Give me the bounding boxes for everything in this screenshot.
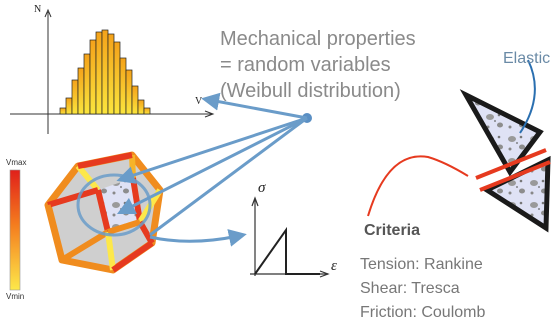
mesh-edge	[105, 231, 116, 271]
pointer-arrow-histogram	[201, 92, 308, 120]
mesh-edge	[77, 152, 133, 169]
mesh-edge	[60, 229, 110, 263]
mechanical-line-3: (Weibull distribution)	[220, 80, 401, 102]
mesh-edge	[75, 164, 101, 192]
colorbar-max-label: Vmax	[6, 158, 27, 167]
histogram-y-label: N	[34, 4, 42, 15]
criteria-item-shear: Shear: Tresca	[360, 280, 460, 297]
criteria-heading: Criteria	[364, 222, 421, 239]
histogram-bar	[113, 41, 121, 115]
histogram-bar	[83, 53, 91, 115]
histogram-bar	[107, 33, 115, 115]
histogram-bar	[77, 67, 85, 115]
mesh-edge	[111, 240, 154, 273]
mesh-edge	[47, 187, 99, 208]
histogram-bar	[71, 79, 79, 115]
histogram-x-label: V	[195, 96, 203, 107]
strain-axis-label: ε	[331, 258, 337, 274]
histogram-bar	[89, 39, 97, 115]
pointer-arrow	[116, 116, 308, 184]
upper-block	[459, 89, 544, 177]
stress-axis-label: σ	[258, 180, 266, 196]
histogram-bar	[101, 29, 109, 115]
mechanical-properties-text: Mechanical properties = random variables…	[220, 26, 416, 104]
selection-ellipse	[76, 173, 152, 237]
ss-curve	[254, 226, 320, 275]
histogram-bar	[95, 31, 103, 115]
pointer-arrow	[116, 116, 308, 215]
histogram-bars	[59, 29, 151, 115]
hist-y-arrowhead	[44, 8, 52, 18]
mechanical-line-1: Mechanical properties	[220, 28, 416, 50]
mechanical-line-2: = random variables	[220, 54, 391, 76]
pointer-arrows	[116, 92, 312, 247]
histogram-bar	[131, 85, 139, 115]
pointer-line	[149, 116, 308, 237]
pointer-arrow-law	[149, 229, 247, 247]
elastic-label: Elastic	[503, 50, 551, 67]
criteria-item-tension: Tension: Rankine	[360, 256, 483, 273]
colorbar	[9, 169, 21, 291]
hist-x-arrowhead	[204, 110, 215, 118]
interface-line-upper	[475, 148, 547, 180]
histogram-bar	[125, 69, 133, 115]
criteria-item-friction: Friction: Coulomb	[360, 304, 486, 321]
histogram-bar	[143, 107, 151, 115]
ss-x-arrowhead	[319, 270, 330, 278]
histogram	[10, 8, 215, 134]
criteria-pointer-line	[367, 155, 469, 217]
histogram-bar	[137, 99, 145, 115]
mesh-edge	[95, 189, 111, 233]
colorbar-min-label: Vmin	[6, 292, 25, 301]
histogram-bar	[65, 97, 73, 115]
stress-strain-graph	[250, 196, 330, 278]
interface-element	[367, 59, 551, 233]
criteria-list: Tension: Rankine Shear: Tresca Friction:…	[360, 253, 485, 325]
histogram-bar	[119, 57, 127, 115]
mesh-edge	[107, 219, 141, 235]
histogram-bar	[59, 107, 67, 115]
elastic-pointer-line	[519, 59, 536, 134]
mesh-edge	[45, 204, 65, 261]
ss-y-arrowhead	[251, 196, 259, 207]
interface-line-lower	[479, 160, 551, 192]
